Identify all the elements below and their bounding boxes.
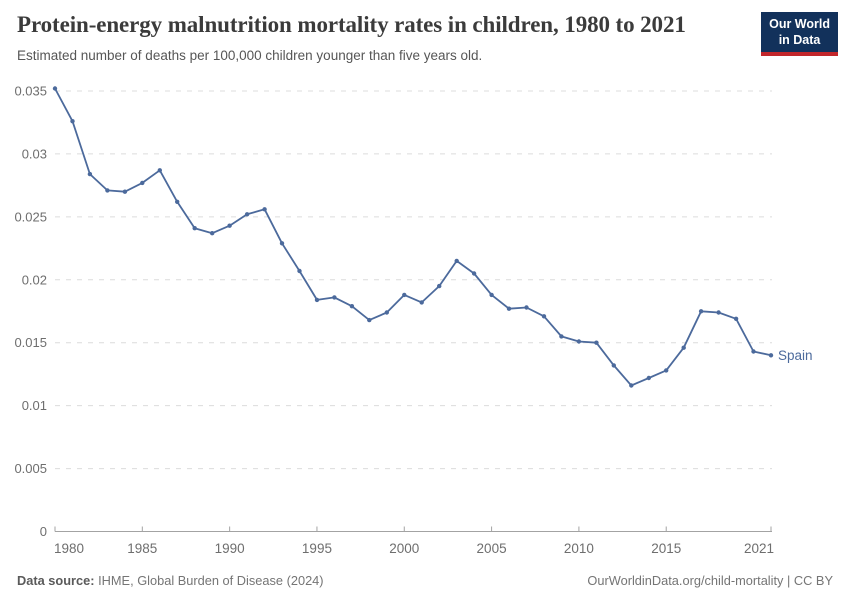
data-point[interactable] — [87, 171, 93, 177]
x-tick-label: 2000 — [389, 541, 419, 556]
y-tick-label: 0.005 — [14, 461, 47, 476]
data-point[interactable] — [733, 316, 739, 321]
x-tick-label: 2010 — [564, 541, 594, 556]
data-point[interactable] — [471, 271, 477, 276]
x-tick-label: 2021 — [744, 541, 774, 556]
data-point[interactable] — [419, 300, 424, 305]
data-point[interactable] — [576, 339, 582, 344]
data-point[interactable] — [454, 258, 459, 264]
x-tick-label: 2015 — [651, 541, 681, 556]
y-tick-label: 0.03 — [22, 146, 47, 161]
x-tick-label: 1990 — [215, 541, 245, 556]
y-tick-label: 0.015 — [14, 335, 47, 350]
data-point[interactable] — [297, 268, 302, 274]
x-tick-label: 1980 — [54, 541, 84, 556]
data-point[interactable] — [541, 314, 547, 319]
data-point[interactable] — [262, 207, 267, 212]
series-end-label[interactable]: Spain — [778, 348, 813, 363]
y-tick-label: 0.01 — [22, 398, 47, 413]
data-point[interactable] — [698, 309, 704, 314]
data-point[interactable] — [524, 305, 529, 310]
data-point[interactable] — [559, 334, 564, 339]
x-tick-label: 2005 — [477, 541, 507, 556]
y-tick-label: 0.035 — [14, 84, 47, 99]
owid-logo-line1: Our World — [769, 17, 830, 31]
data-point[interactable] — [664, 368, 669, 373]
data-point[interactable] — [646, 375, 651, 381]
data-point[interactable] — [314, 297, 320, 303]
chart-title: Protein-energy malnutrition mortality ra… — [17, 12, 686, 37]
data-point[interactable] — [105, 188, 110, 193]
data-point[interactable] — [594, 340, 599, 345]
data-point[interactable] — [751, 349, 756, 354]
owid-logo-line2: in Data — [778, 33, 821, 48]
data-point[interactable] — [279, 241, 285, 246]
data-point[interactable] — [402, 292, 407, 298]
y-tick-label: 0.025 — [14, 209, 47, 224]
data-point[interactable] — [384, 310, 389, 315]
data-source-label: Data source: — [17, 573, 95, 588]
data-point[interactable] — [489, 292, 494, 298]
data-point[interactable] — [192, 226, 197, 231]
data-point[interactable] — [506, 306, 512, 311]
credit-link[interactable]: OurWorldinData.org/child-mortality | CC … — [587, 573, 833, 588]
data-point[interactable] — [52, 86, 58, 91]
data-point[interactable] — [70, 119, 75, 124]
data-point[interactable] — [768, 353, 774, 358]
data-point[interactable] — [611, 363, 616, 368]
data-point[interactable] — [716, 310, 721, 315]
data-point[interactable] — [227, 223, 232, 228]
chart-footer: Data source: IHME, Global Burden of Dise… — [17, 573, 833, 588]
data-source: Data source: IHME, Global Burden of Dise… — [17, 573, 324, 588]
owid-logo[interactable]: Our World in Data — [761, 12, 838, 56]
series-line[interactable] — [54, 87, 772, 387]
data-source-text: IHME, Global Burden of Disease (2024) — [94, 573, 324, 588]
data-point[interactable] — [210, 231, 215, 236]
data-point[interactable] — [437, 283, 442, 289]
data-point[interactable] — [349, 304, 355, 309]
x-tick-label: 1995 — [302, 541, 332, 556]
data-point[interactable] — [332, 295, 337, 300]
x-tick-label: 1985 — [127, 541, 157, 556]
y-tick-label: 0 — [40, 524, 47, 539]
y-tick-label: 0.02 — [22, 272, 47, 287]
data-point[interactable] — [244, 212, 250, 217]
chart-subtitle: Estimated number of deaths per 100,000 c… — [17, 48, 483, 63]
data-point[interactable] — [140, 180, 145, 186]
data-point[interactable] — [157, 168, 162, 173]
data-point[interactable] — [175, 199, 180, 204]
data-point[interactable] — [122, 189, 128, 194]
data-point[interactable] — [367, 317, 372, 323]
data-point[interactable] — [629, 383, 634, 388]
data-point[interactable] — [681, 345, 686, 350]
